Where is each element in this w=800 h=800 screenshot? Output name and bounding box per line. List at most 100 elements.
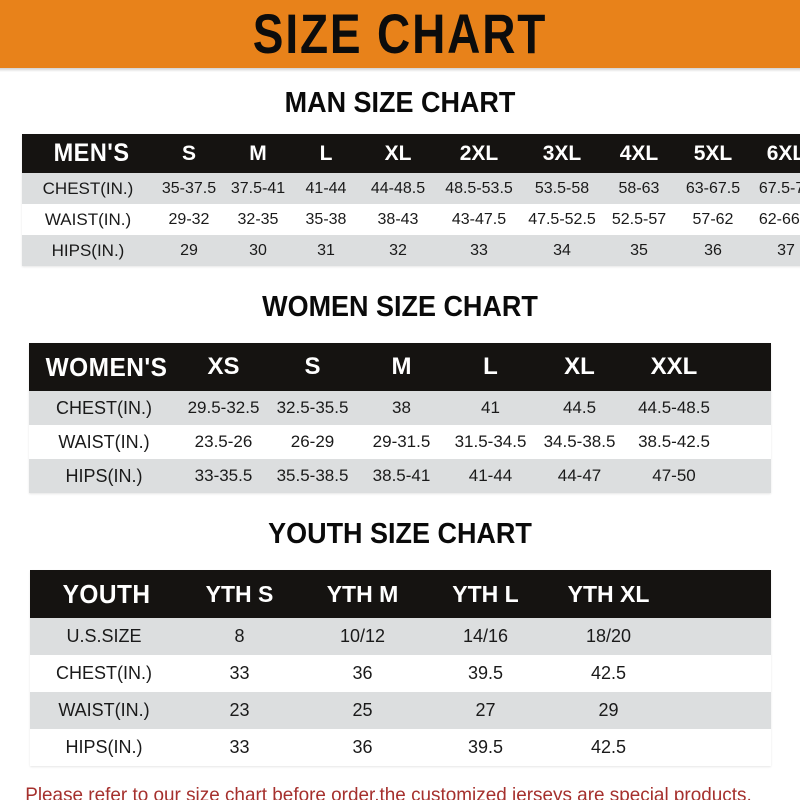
women-col-header: M	[391, 353, 412, 380]
youth-col-header: YTH M	[326, 580, 399, 607]
table-cell-empty	[724, 425, 771, 459]
women-col-header: S	[304, 353, 321, 380]
row-label: U.S.SIZE	[66, 626, 142, 646]
row-label: CHEST(IN.)	[42, 178, 134, 198]
women-header-row: WOMEN'S XS S M L XL XXL	[29, 343, 771, 391]
table-cell: 62-66.5	[758, 210, 800, 228]
table-cell: 38	[392, 398, 411, 417]
men-col-header: 6XL	[766, 141, 800, 165]
row-label: HIPS(IN.)	[51, 240, 125, 260]
men-size-table: MEN'S S M L XL 2XL 3XL 4XL 5XL 6XL CHEST…	[22, 134, 800, 266]
table-cell: 32.5-35.5	[276, 398, 349, 417]
table-cell-empty	[670, 655, 721, 692]
table-cell: 10/12	[339, 626, 386, 646]
page-title: SIZE CHART	[252, 2, 548, 66]
page-banner: SIZE CHART	[0, 0, 800, 68]
women-size-table: WOMEN'S XS S M L XL XXL CHEST(IN.) 29.5-…	[29, 343, 771, 493]
row-label: CHEST(IN.)	[56, 663, 152, 683]
youth-header-row: YOUTH YTH S YTH M YTH L YTH XL	[30, 570, 771, 618]
men-col-header: 4XL	[619, 141, 659, 165]
table-cell: 23	[229, 700, 250, 720]
table-cell: 37.5-41	[230, 179, 286, 197]
men-col-header: 3XL	[542, 141, 582, 165]
table-row: HIPS(IN.) 29 30 31 32 33 34 35 36 37	[22, 235, 800, 266]
table-cell: 39.5	[467, 663, 504, 683]
section-title-women: WOMEN SIZE CHART	[262, 291, 538, 323]
table-row: CHEST(IN.) 33 36 39.5 42.5	[30, 655, 771, 692]
row-label: CHEST(IN.)	[56, 397, 152, 418]
table-cell: 33	[470, 241, 488, 259]
table-cell: 63-67.5	[685, 179, 741, 197]
table-cell: 18/20	[585, 626, 632, 646]
section-women: WOMEN SIZE CHART WOMEN'S XS S M L XL XXL	[0, 290, 800, 493]
table-cell: 33-35.5	[194, 466, 253, 485]
table-cell: 38.5-41	[372, 466, 431, 485]
table-cell-empty	[670, 618, 721, 655]
table-cell: 33	[229, 663, 250, 683]
men-col-header: 2XL	[459, 141, 499, 165]
table-cell: 53.5-58	[534, 179, 590, 197]
table-cell: 29-32	[168, 210, 210, 228]
order-policy-note: Please refer to our size chart before or…	[0, 780, 776, 800]
table-row: CHEST(IN.) 29.5-32.5 32.5-35.5 38 41 44.…	[29, 391, 771, 425]
women-corner-label: WOMEN'S	[45, 351, 168, 382]
table-row: CHEST(IN.) 35-37.5 37.5-41 41-44 44-48.5…	[22, 173, 800, 204]
table-cell: 32	[389, 241, 407, 259]
row-label: WAIST(IN.)	[58, 700, 150, 720]
row-label: HIPS(IN.)	[65, 465, 143, 486]
table-cell: 33	[229, 737, 250, 757]
table-cell: 23.5-26	[194, 432, 253, 451]
table-cell: 29.5-32.5	[187, 398, 260, 417]
women-col-header: XL	[564, 353, 595, 380]
table-cell-empty	[721, 618, 771, 655]
youth-col-header-empty	[670, 570, 721, 618]
table-cell: 37	[777, 241, 795, 259]
women-col-header: XS	[207, 353, 240, 380]
table-cell: 58-63	[618, 179, 660, 197]
women-col-header: XXL	[650, 353, 698, 380]
table-cell: 44-48.5	[370, 179, 426, 197]
section-men: MAN SIZE CHART MEN'S S M L XL 2XL 3XL 4X…	[0, 86, 800, 266]
row-label: HIPS(IN.)	[65, 737, 143, 757]
table-cell: 31.5-34.5	[454, 432, 527, 451]
table-cell: 31	[317, 241, 335, 259]
table-cell: 47-50	[652, 466, 696, 485]
men-corner-label: MEN'S	[53, 139, 130, 167]
table-row: U.S.SIZE 8 10/12 14/16 18/20	[30, 618, 771, 655]
youth-corner-label: YOUTH	[62, 578, 151, 609]
table-cell-empty	[724, 459, 771, 493]
table-cell-empty	[670, 692, 721, 729]
table-cell: 8	[234, 626, 245, 646]
men-col-header: L	[319, 141, 333, 165]
men-col-header: S	[181, 141, 196, 165]
table-cell: 44.5-48.5	[638, 398, 710, 417]
men-col-header: XL	[384, 141, 412, 165]
youth-col-header: YTH L	[452, 580, 519, 607]
table-cell: 47.5-52.5	[528, 210, 596, 228]
table-cell: 34.5-38.5	[543, 432, 616, 451]
table-cell: 44.5	[562, 398, 597, 417]
table-cell: 52.5-57	[611, 210, 667, 228]
table-cell: 67.5-72	[758, 179, 800, 197]
table-cell: 36	[352, 737, 373, 757]
men-col-header: 5XL	[693, 141, 733, 165]
table-cell: 44-47	[557, 466, 602, 485]
row-label: WAIST(IN.)	[58, 431, 150, 452]
order-policy-note-line-1: Please refer to our size chart before or…	[25, 784, 752, 800]
row-label: WAIST(IN.)	[44, 209, 132, 229]
table-cell: 38-43	[377, 210, 419, 228]
women-col-header: L	[483, 353, 498, 380]
women-col-header-empty	[724, 343, 771, 391]
table-cell-empty	[721, 655, 771, 692]
table-cell: 29-31.5	[372, 432, 431, 451]
table-cell: 39.5	[467, 737, 504, 757]
table-cell: 32-35	[237, 210, 279, 228]
table-cell: 48.5-53.5	[445, 179, 513, 197]
table-cell-empty	[721, 729, 771, 766]
youth-col-header-empty	[721, 570, 771, 618]
youth-size-table: YOUTH YTH S YTH M YTH L YTH XL U.S.SIZE …	[30, 570, 771, 766]
table-cell: 27	[475, 700, 496, 720]
section-title-men: MAN SIZE CHART	[284, 87, 516, 119]
table-cell-empty	[670, 729, 721, 766]
